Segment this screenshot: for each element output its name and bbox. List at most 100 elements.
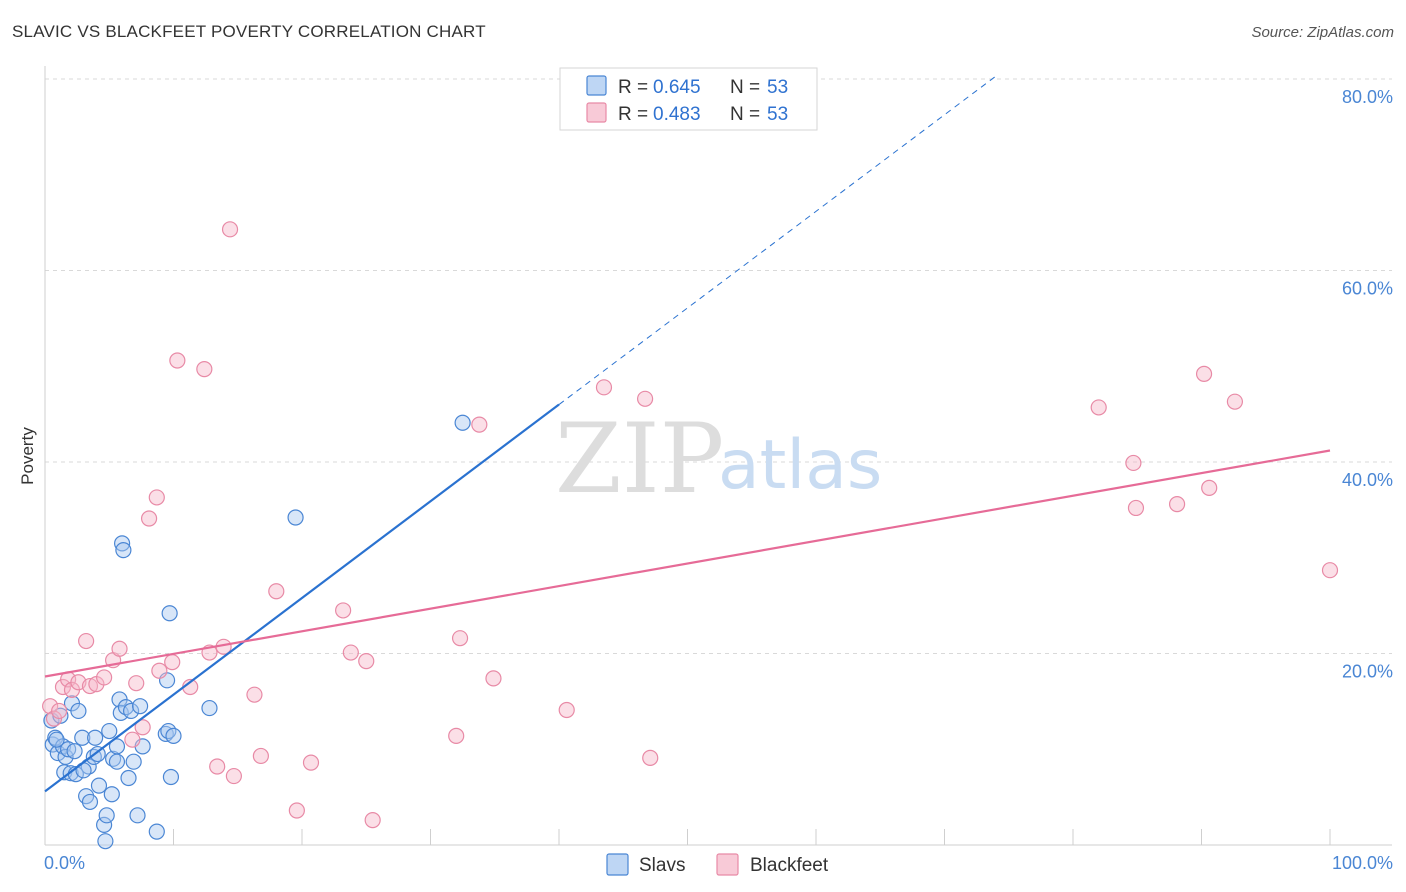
point-blackfeet-10 (96, 669, 113, 686)
point-blackfeet-47 (1168, 496, 1186, 513)
point-blackfeet-27 (246, 686, 263, 703)
x-tick-label-max: 100.0% (1332, 853, 1393, 873)
point-slavs-38 (148, 823, 165, 840)
point-blackfeet-2 (51, 702, 68, 720)
point-blackfeet-33 (342, 644, 359, 661)
bottom-legend-label-blackfeet: Blackfeet (750, 855, 829, 876)
point-blackfeet-41 (595, 379, 613, 396)
trend-lines (44, 75, 1331, 793)
point-slavs-18 (90, 777, 108, 794)
point-blackfeet-21 (196, 361, 213, 378)
point-blackfeet-26 (225, 767, 242, 785)
point-slavs-6 (60, 741, 77, 758)
point-slavs-34 (125, 753, 142, 770)
y-tick-label-0: 20.0% (1342, 662, 1393, 682)
legend-swatch-blackfeet (586, 102, 607, 123)
legend-r-value-slavs: 0.645 (653, 77, 701, 98)
point-slavs-14 (81, 793, 99, 811)
point-slavs-33 (122, 702, 140, 720)
point-blackfeet-31 (302, 754, 320, 771)
point-slavs-51 (89, 745, 106, 763)
point-slavs-21 (98, 807, 115, 824)
point-slavs-29 (113, 535, 131, 552)
point-slavs-30 (115, 541, 132, 559)
point-blackfeet-39 (485, 670, 502, 687)
point-blackfeet-12 (111, 640, 128, 657)
point-blackfeet-44 (1090, 399, 1107, 416)
bottom-legend-swatch-slavs (606, 853, 629, 876)
point-slavs-43 (162, 768, 180, 786)
bottom-legend-swatch-blackfeet (716, 853, 739, 876)
source-label: Source: ZipAtlas.com (1251, 24, 1394, 41)
legend-n-label-blackfeet: N = (730, 104, 760, 125)
legend-n-value-blackfeet: 53 (767, 104, 788, 125)
point-blackfeet-32 (335, 602, 352, 619)
point-blackfeet-48 (1195, 365, 1213, 383)
point-blackfeet-50 (1226, 393, 1244, 410)
point-blackfeet-29 (268, 583, 285, 600)
point-slavs-12 (74, 729, 91, 746)
tick-labels: 20.0% 40.0% 60.0% 80.0% 0.0% 100.0% (44, 87, 1393, 873)
y-tick-label-3: 80.0% (1342, 87, 1393, 107)
trend-line-blackfeet (44, 449, 1331, 678)
chart-title: SLAVIC VS BLACKFEET POVERTY CORRELATION … (12, 22, 486, 41)
point-blackfeet-45 (1125, 454, 1142, 472)
point-blackfeet-17 (151, 662, 168, 679)
point-blackfeet-15 (140, 510, 158, 527)
watermark: ZIP atlas (555, 403, 882, 515)
legend-n-value-slavs: 53 (767, 77, 788, 98)
y-tick-label-2: 60.0% (1342, 279, 1393, 299)
point-blackfeet-0 (42, 698, 59, 715)
grid (45, 78, 1392, 654)
legend-n-label-slavs: N = (730, 77, 760, 98)
x-tick-label-min: 0.0% (44, 853, 85, 873)
point-blackfeet-19 (169, 352, 186, 369)
point-slavs-11 (70, 702, 87, 720)
point-blackfeet-34 (358, 653, 375, 670)
legend-r-value-blackfeet: 0.483 (653, 104, 701, 125)
point-blackfeet-7 (78, 632, 95, 650)
point-slavs-20 (97, 833, 114, 850)
point-slavs-36 (131, 698, 149, 715)
top-legend: R = 0.645 N = 53 R = 0.483 N = 53 (559, 67, 818, 131)
point-blackfeet-23 (209, 758, 226, 775)
y-axis-label: Poverty (18, 427, 37, 485)
point-blackfeet-42 (636, 390, 654, 407)
point-slavs-22 (101, 722, 118, 740)
trend-line-slavs (44, 403, 560, 793)
point-slavs-26 (108, 738, 126, 755)
watermark-atlas: atlas (718, 426, 882, 505)
point-slavs-42 (161, 605, 178, 622)
point-blackfeet-30 (288, 802, 305, 819)
point-slavs-49 (48, 731, 65, 748)
point-blackfeet-38 (471, 416, 488, 433)
point-slavs-50 (66, 743, 83, 760)
point-slavs-35 (129, 807, 146, 824)
point-slavs-32 (120, 769, 137, 787)
point-blackfeet-40 (558, 701, 575, 719)
axes (44, 66, 1392, 846)
point-blackfeet-14 (134, 719, 151, 736)
point-slavs-19 (96, 816, 113, 833)
point-blackfeet-8 (81, 677, 99, 695)
y-tick-label-1: 40.0% (1342, 470, 1393, 490)
point-blackfeet-13 (128, 675, 145, 692)
point-blackfeet-36 (448, 727, 465, 744)
point-slavs-17 (87, 729, 104, 746)
point-blackfeet-18 (164, 654, 181, 671)
legend-r-label-slavs: R = (618, 77, 648, 98)
watermark-zip: ZIP (555, 403, 724, 515)
legend-swatch-slavs (586, 75, 607, 96)
point-blackfeet-49 (1201, 479, 1218, 496)
point-slavs-46 (287, 509, 304, 526)
point-blackfeet-35 (364, 812, 381, 829)
point-blackfeet-28 (252, 747, 269, 765)
legend-r-label-blackfeet: R = (618, 104, 648, 125)
point-blackfeet-25 (221, 221, 239, 238)
point-slavs-24 (108, 753, 126, 770)
trend-line-slavs-extension (558, 75, 997, 405)
data-points (42, 221, 1339, 850)
bottom-legend: Slavs Blackfeet (606, 853, 829, 876)
point-slavs-44 (165, 727, 182, 744)
point-slavs-47 (454, 414, 471, 431)
